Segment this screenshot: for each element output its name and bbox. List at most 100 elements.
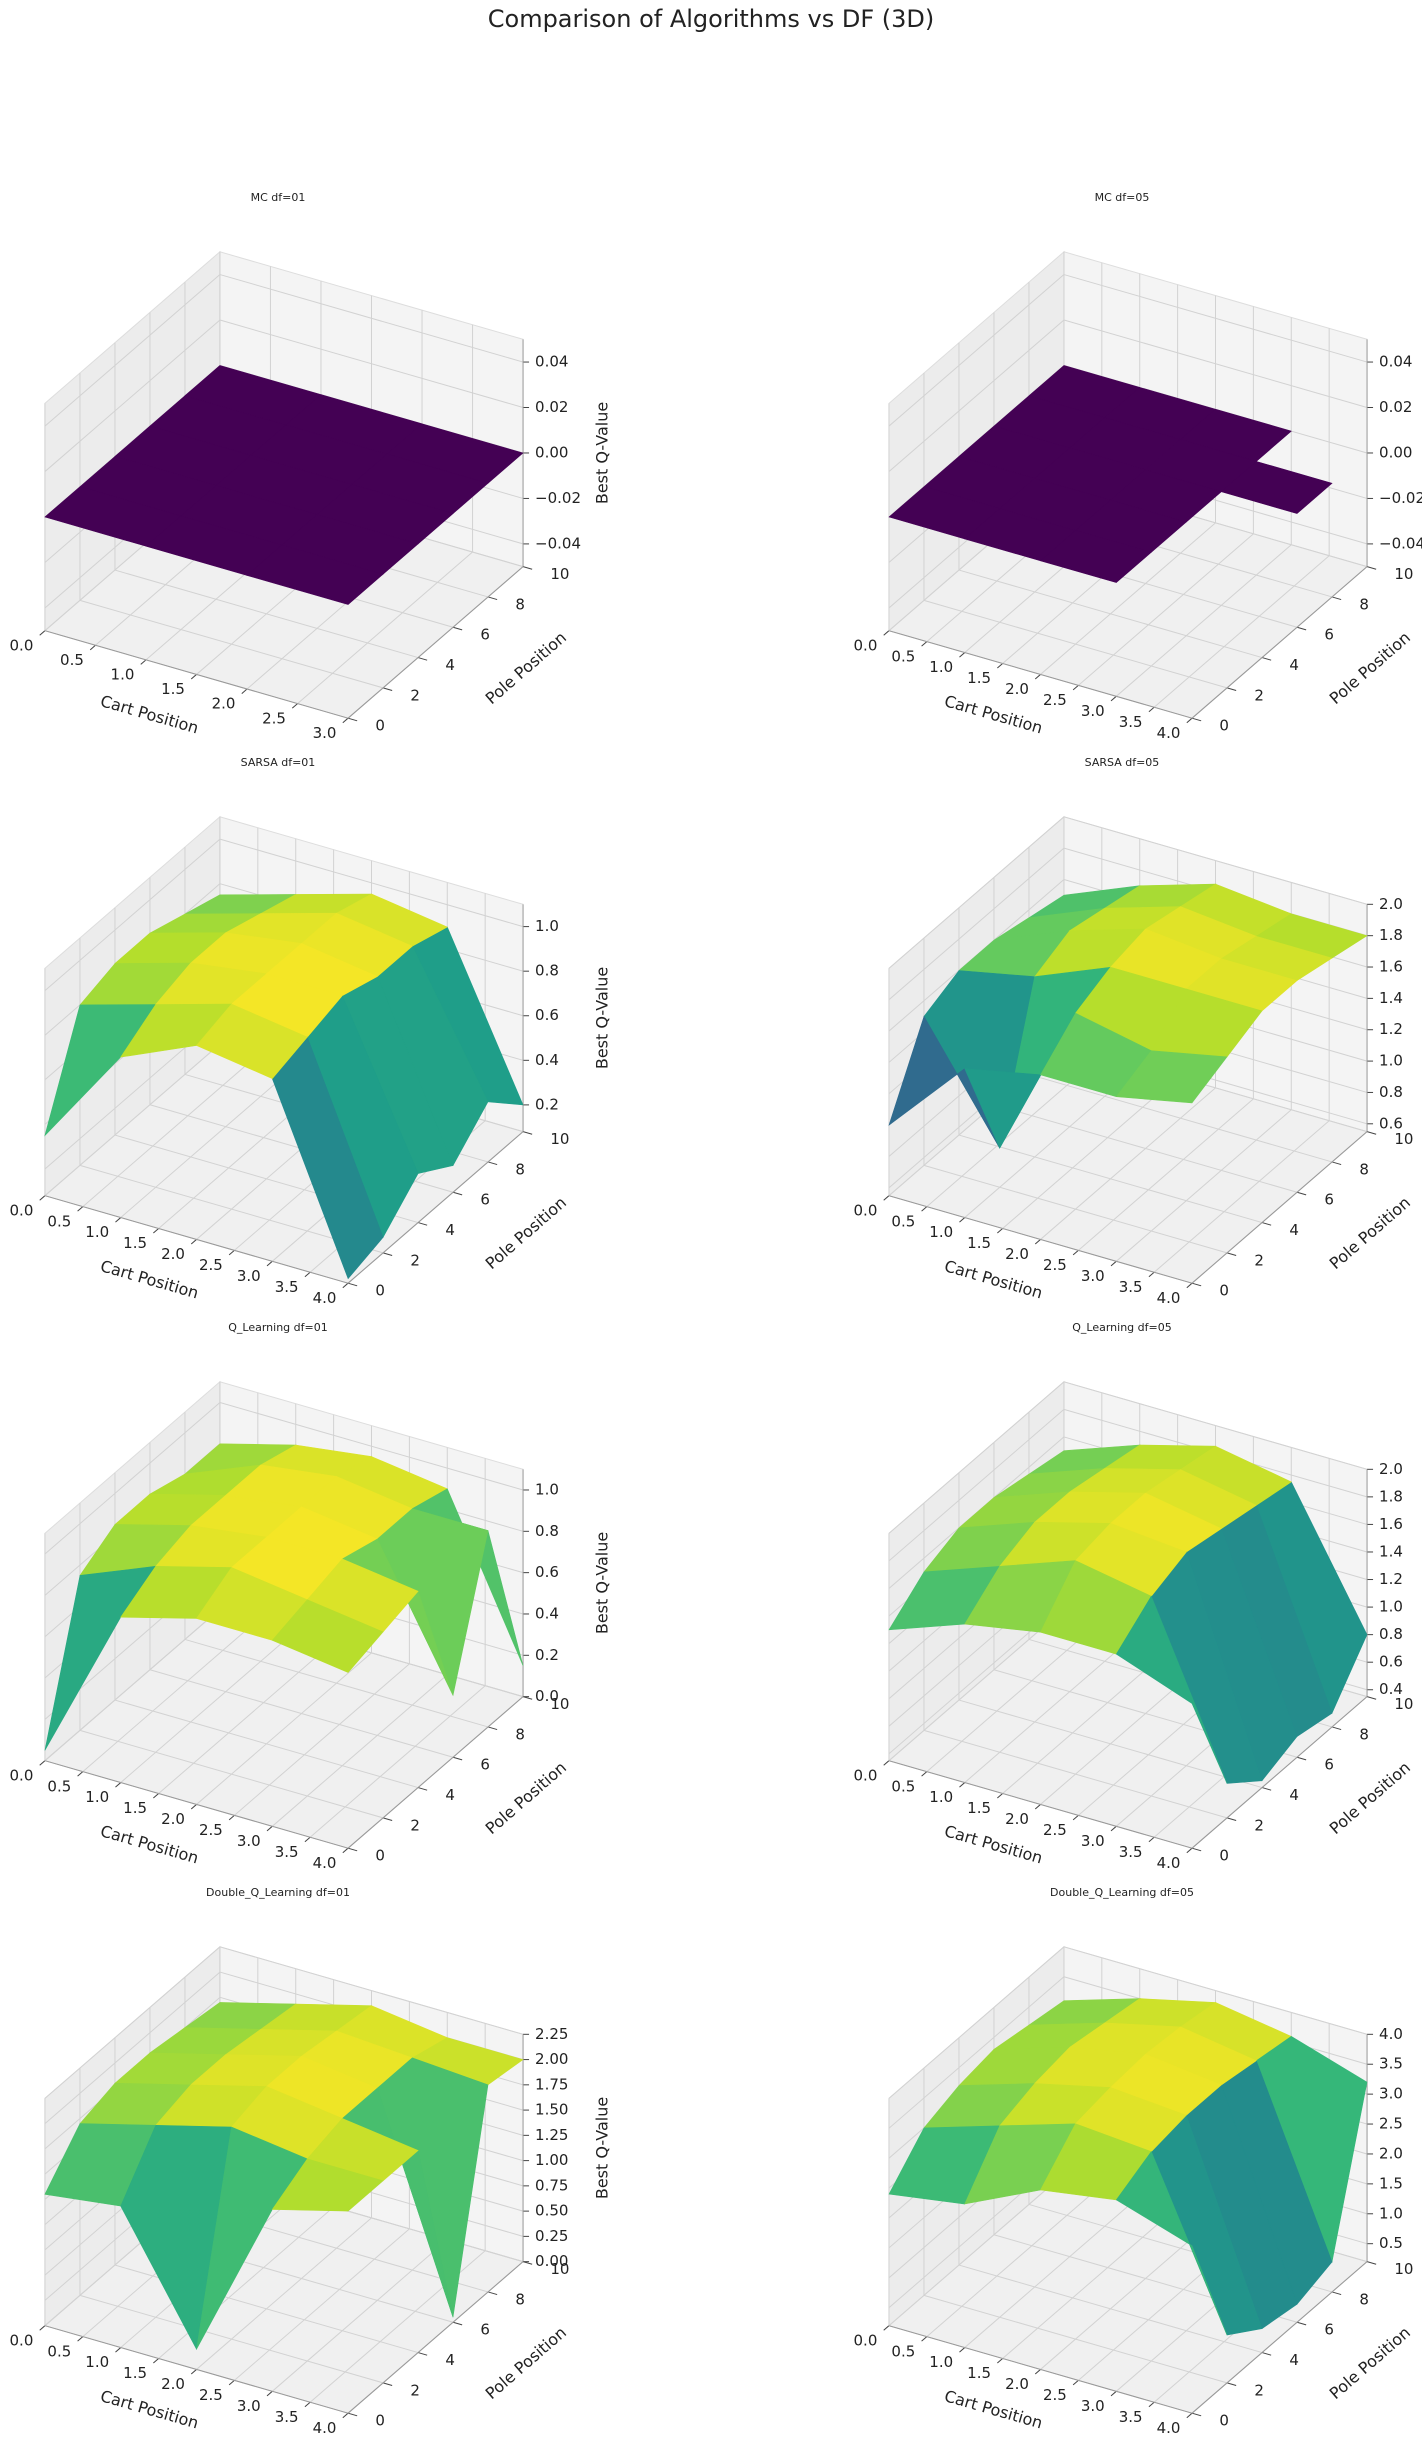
tick-mark (417, 1787, 428, 1791)
grid-line (196, 1652, 372, 1805)
tick-mark (1034, 674, 1041, 680)
grid-line (219, 274, 524, 363)
tick-mark (452, 2321, 463, 2326)
y-tick-label: 4 (445, 656, 455, 674)
tick-mark (347, 717, 358, 722)
tick-mark (1110, 1825, 1117, 1832)
y-tick-label: 2 (410, 686, 420, 704)
tick-mark (342, 1847, 349, 1854)
z-tick-label: 1.75 (535, 2075, 568, 2093)
grid-line (888, 847, 1065, 1001)
tick-mark (342, 1282, 349, 1289)
grid-line (1028, 1073, 1333, 1163)
x-tick-label: 0.0 (854, 1201, 878, 1219)
z-axis-label: Best Q-Value (593, 967, 612, 1069)
grid-line (1002, 1076, 1178, 1229)
tick-mark (347, 1847, 358, 1852)
grid-line (1040, 522, 1216, 675)
grid-line (888, 1976, 1065, 2129)
y-tick-label: 6 (1324, 2321, 1334, 2339)
x-tick-label: 3.5 (1119, 1278, 1143, 1296)
x-tick-label: 1.0 (85, 1223, 109, 1241)
grid-line (888, 816, 1065, 969)
x-tick-label: 2.5 (199, 1821, 223, 1839)
grid-line (923, 1729, 1228, 1819)
tick-mark (140, 659, 147, 665)
tick-mark (997, 2358, 1003, 2364)
subplot-title: MC df=01 (251, 191, 306, 204)
tick-mark (959, 1782, 966, 1788)
tick-mark (304, 2401, 311, 2408)
grid-line (82, 1054, 259, 1208)
tick-mark (153, 2358, 159, 2364)
tick-mark (382, 1817, 393, 1821)
x-axis-label: Cart Position (942, 691, 1045, 737)
x-tick-label: 0.0 (854, 2331, 878, 2349)
x-tick-label: 1.0 (111, 666, 135, 684)
tick-mark (1186, 1282, 1193, 1289)
z-tick-label: 1.0 (535, 917, 559, 935)
x-tick-label: 1.0 (85, 2353, 109, 2371)
grid-line (44, 1971, 221, 2124)
z-tick-label: 0.2 (535, 1646, 559, 1664)
z-tick-label: 0.4 (535, 1604, 559, 1622)
x-tick-label: 3.0 (313, 724, 337, 742)
x-tick-label: 2.0 (1005, 680, 1029, 698)
tick-mark (153, 1793, 159, 1799)
x-tick-label: 2.0 (161, 2375, 185, 2393)
y-tick-label: 2 (410, 1251, 420, 1269)
grid-line (993, 1104, 1298, 1193)
grid-line (44, 1608, 221, 1762)
tick-mark (997, 1793, 1003, 1799)
subplot-title: Q_Learning df=05 (1072, 1321, 1171, 1334)
tick-mark (382, 2382, 393, 2386)
x-tick-label: 1.5 (161, 680, 185, 698)
x-tick-label: 1.0 (85, 1788, 109, 1806)
y-tick-label: 0 (375, 717, 385, 735)
tick-mark (1226, 687, 1237, 691)
x-tick-label: 3.5 (1119, 2408, 1143, 2426)
y-tick-label: 0 (375, 1282, 385, 1300)
x-tick-label: 1.5 (967, 669, 991, 687)
y-tick-label: 10 (550, 565, 569, 583)
tick-mark (1186, 2412, 1193, 2419)
axis-line (1191, 1131, 1368, 1284)
y-tick-label: 4 (1289, 2351, 1299, 2369)
z-tick-label: 0.8 (535, 962, 559, 980)
z-tick-label: 0.00 (535, 443, 568, 461)
y-tick-label: 8 (515, 595, 525, 613)
x-tick-label: 1.5 (967, 2364, 991, 2382)
grid-line (1063, 1946, 1368, 2035)
y-tick-label: 0 (1219, 1282, 1229, 1300)
axis-line (347, 566, 524, 719)
x-tick-label: 4.0 (313, 1289, 337, 1307)
tick-mark (190, 1239, 197, 1245)
grid-line (158, 1641, 334, 1794)
grid-line (1063, 816, 1368, 905)
x-tick-label: 2.0 (1005, 1245, 1029, 1263)
axis-line (347, 1131, 524, 1284)
y-tick-label: 2 (1254, 1251, 1264, 1269)
tick-mark (1110, 1260, 1117, 1267)
grid-line (309, 1685, 486, 1838)
z-tick-label: 0.5 (1379, 2234, 1403, 2252)
tick-mark (382, 687, 393, 691)
x-tick-label: 2.5 (1043, 1256, 1067, 1274)
z-tick-label: 0.6 (535, 1563, 559, 1581)
x-tick-label: 4.0 (1157, 1289, 1181, 1307)
tick-mark (382, 1252, 393, 1256)
tick-mark (266, 1825, 273, 1832)
grid-line (44, 1402, 221, 1555)
tick-mark (921, 2336, 928, 2342)
z-tick-label: 0.6 (1379, 1114, 1403, 1132)
tick-mark (1366, 566, 1377, 570)
axis-line (888, 1760, 1193, 1849)
grid-line (149, 1669, 454, 1758)
surface-patch (1115, 2150, 1228, 2336)
z-tick-label: 0.50 (535, 2202, 568, 2220)
grid-line (234, 1663, 410, 1816)
grid-line (114, 569, 419, 659)
z-tick-label: 2.0 (1379, 895, 1403, 913)
y-axis-label: Pole Position (1326, 2323, 1414, 2403)
grid-line (234, 2228, 410, 2381)
